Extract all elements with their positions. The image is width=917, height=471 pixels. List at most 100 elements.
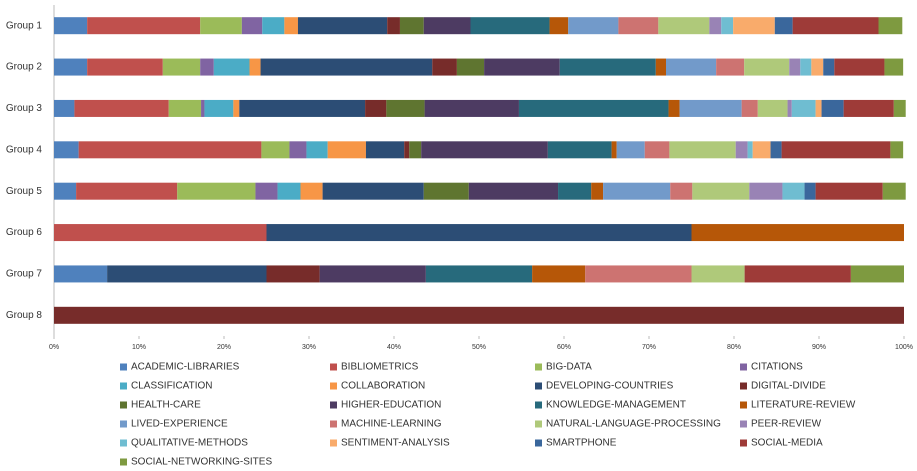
y-tick-label: Group 6 xyxy=(6,227,43,238)
bar-segment xyxy=(518,99,669,117)
bar-segment xyxy=(262,17,285,35)
bar-segment xyxy=(76,182,178,200)
bar-segment xyxy=(549,17,569,35)
legend-swatch xyxy=(535,439,542,447)
bar-segment xyxy=(87,17,201,35)
bar-segment xyxy=(399,17,424,35)
bar-segment xyxy=(423,182,469,200)
bar-segment xyxy=(669,141,736,159)
bar-segment xyxy=(201,99,205,117)
bar-segment xyxy=(322,182,424,200)
bar-segment xyxy=(54,224,267,242)
bar-segment xyxy=(691,265,745,283)
legend-label: CLASSIFICATION xyxy=(131,381,213,392)
bar-segment xyxy=(668,99,680,117)
legend-label: PEER-REVIEW xyxy=(751,419,822,430)
bar-segment xyxy=(266,224,692,242)
legend-swatch xyxy=(535,401,542,409)
bar-segment xyxy=(200,58,214,76)
bar-segment xyxy=(644,141,670,159)
legend-label: SENTIMENT-ANALYSIS xyxy=(341,438,450,449)
bar-segment xyxy=(241,17,263,35)
bar-segment xyxy=(744,265,851,283)
x-tick-label: 90% xyxy=(812,344,826,351)
x-tick-label: 100% xyxy=(895,344,913,351)
legend-swatch xyxy=(535,382,542,390)
bar-segment xyxy=(54,99,75,117)
bar-segment xyxy=(54,306,904,324)
bar-segment xyxy=(484,58,560,76)
legend-swatch xyxy=(330,439,337,447)
bar-segment xyxy=(782,182,805,200)
y-tick-label: Group 3 xyxy=(6,103,43,114)
bar-segment xyxy=(800,58,812,76)
legend-swatch xyxy=(740,401,747,409)
x-tick-label: 30% xyxy=(302,344,316,351)
bar-segment xyxy=(423,17,471,35)
bar-segment xyxy=(300,182,323,200)
legend-label: SMARTPHONE xyxy=(546,438,617,449)
bar-segment xyxy=(456,58,485,76)
bar-segment xyxy=(547,141,612,159)
bar-segment xyxy=(289,141,307,159)
bar-segment xyxy=(277,182,301,200)
bar-segment xyxy=(297,17,388,35)
bar-segment xyxy=(591,182,604,200)
y-tick-label: Group 1 xyxy=(6,20,43,31)
x-tick-label: 0% xyxy=(49,344,59,351)
bar-segment xyxy=(804,182,816,200)
bar-segment xyxy=(365,99,387,117)
bar-segment xyxy=(54,182,77,200)
bar-segment xyxy=(670,182,693,200)
legend-label: DEVELOPING-COUNTRIES xyxy=(546,381,674,392)
bar-segment xyxy=(752,141,771,159)
bar-segment xyxy=(691,224,904,242)
legend-label: SOCIAL-NETWORKING-SITES xyxy=(131,457,272,468)
bar-segment xyxy=(261,141,290,159)
bar-segment xyxy=(774,17,793,35)
bar-segment xyxy=(255,182,278,200)
bar-segment xyxy=(655,58,666,76)
bar-segment xyxy=(432,58,457,76)
bar-segment xyxy=(532,265,586,283)
bar-segment xyxy=(709,17,722,35)
bar-segment xyxy=(87,58,163,76)
bar-segment xyxy=(585,265,692,283)
bar-segment xyxy=(744,58,790,76)
legend-swatch xyxy=(120,420,127,428)
bar-segment xyxy=(568,17,619,35)
x-tick-label: 40% xyxy=(387,344,401,351)
x-tick-label: 80% xyxy=(727,344,741,351)
bar-segment xyxy=(284,17,298,35)
legend-label: MACHINE-LEARNING xyxy=(341,419,442,430)
bar-segment xyxy=(882,182,906,200)
x-tick-label: 70% xyxy=(642,344,656,351)
legend-swatch xyxy=(120,382,127,390)
legend-label: QUALITATIVE-METHODS xyxy=(131,438,248,449)
legend-label: DIGITAL-DIVIDE xyxy=(751,381,826,392)
x-tick-label: 10% xyxy=(132,344,146,351)
bar-segment xyxy=(850,265,904,283)
bar-segment xyxy=(781,141,891,159)
legend-label: NATURAL-LANGUAGE-PROCESSING xyxy=(546,419,721,430)
legend-label: CITATIONS xyxy=(751,362,803,373)
bar-segment xyxy=(618,17,659,35)
bar-segment xyxy=(386,99,425,117)
bar-segment xyxy=(884,58,904,76)
bar-segment xyxy=(558,182,592,200)
bar-segment xyxy=(168,99,202,117)
bar-segment xyxy=(107,265,267,283)
bar-segment xyxy=(791,99,816,117)
legend-swatch xyxy=(330,363,337,371)
x-tick-label: 60% xyxy=(557,344,571,351)
legend-swatch xyxy=(120,401,127,409)
bar-segment xyxy=(616,141,645,159)
legend-label: LIVED-EXPERIENCE xyxy=(131,419,228,430)
bar-segment xyxy=(741,99,758,117)
bar-segment xyxy=(770,141,782,159)
bar-segment xyxy=(749,182,783,200)
bar-segment xyxy=(834,58,885,76)
legend-swatch xyxy=(330,382,337,390)
legend-swatch xyxy=(740,363,747,371)
